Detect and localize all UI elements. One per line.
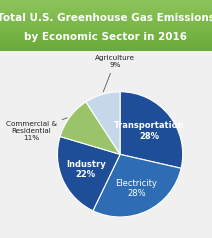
Wedge shape bbox=[93, 154, 181, 217]
Text: Electricity
28%: Electricity 28% bbox=[116, 178, 157, 198]
Wedge shape bbox=[120, 92, 183, 168]
Text: Commercial &
Residential
11%: Commercial & Residential 11% bbox=[6, 118, 67, 141]
Text: Total U.S. Greenhouse Gas Emissions: Total U.S. Greenhouse Gas Emissions bbox=[0, 13, 212, 23]
Wedge shape bbox=[57, 137, 120, 211]
Wedge shape bbox=[86, 92, 120, 154]
Text: by Economic Sector in 2016: by Economic Sector in 2016 bbox=[25, 32, 187, 42]
Text: Transportation
28%: Transportation 28% bbox=[114, 121, 185, 141]
Text: Industry
22%: Industry 22% bbox=[66, 160, 106, 179]
Text: Agriculture
9%: Agriculture 9% bbox=[95, 55, 135, 92]
Wedge shape bbox=[60, 102, 120, 154]
